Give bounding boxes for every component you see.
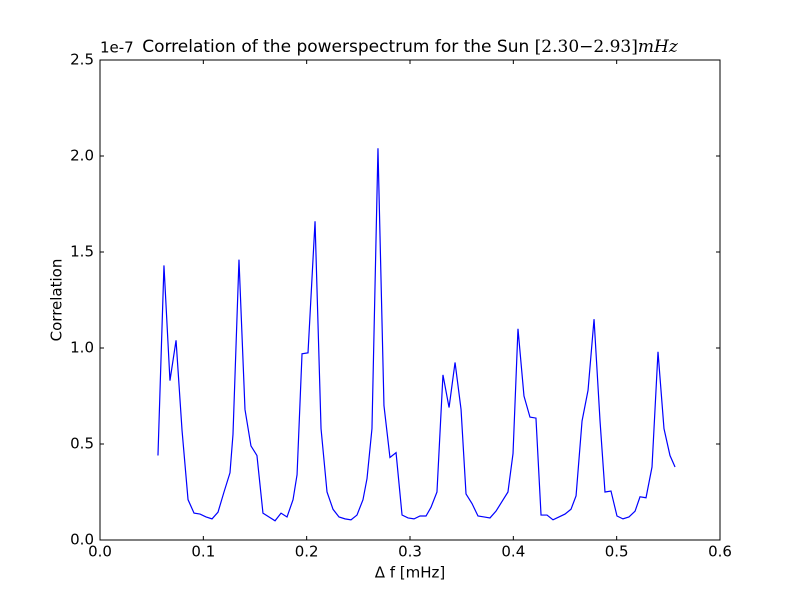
y-tick-label: 1.0 bbox=[70, 339, 94, 357]
y-offset-label: 1e-7 bbox=[100, 39, 134, 57]
data-line bbox=[157, 148, 676, 522]
y-tick-label: 2.0 bbox=[70, 147, 94, 165]
title-range: [2.30−2.93] bbox=[535, 37, 638, 57]
y-tick-label: 0.0 bbox=[70, 531, 94, 549]
plot-frame bbox=[99, 59, 721, 541]
x-tick-label: 0.5 bbox=[605, 543, 629, 561]
x-tick-label: 0.6 bbox=[708, 543, 732, 561]
y-axis-label: Correlation bbox=[48, 259, 66, 342]
x-tick-label: 0.4 bbox=[501, 543, 525, 561]
y-tick-label: 1.5 bbox=[70, 243, 94, 261]
x-axis-label: Δ f [mHz] bbox=[375, 564, 446, 582]
chart-title: Correlation of the powerspectrum for the… bbox=[142, 37, 679, 58]
x-tick-label: 0.0 bbox=[88, 543, 112, 561]
y-tick-label: 2.5 bbox=[70, 51, 94, 69]
x-tick-label: 0.3 bbox=[398, 543, 422, 561]
title-text: Correlation of the powerspectrum for the… bbox=[142, 37, 529, 57]
title-unit: mHz bbox=[638, 37, 679, 57]
y-tick-label: 0.5 bbox=[70, 435, 94, 453]
x-tick-label: 0.2 bbox=[295, 543, 319, 561]
x-tick-label: 0.1 bbox=[191, 543, 215, 561]
